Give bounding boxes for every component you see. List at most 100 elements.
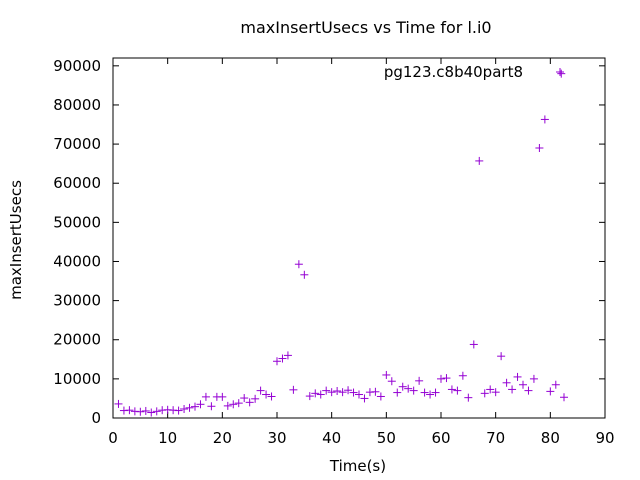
data-point	[546, 387, 555, 396]
data-point	[349, 388, 358, 397]
data-point	[180, 405, 189, 413]
data-point	[447, 385, 456, 394]
data-point	[486, 385, 495, 394]
data-point	[322, 386, 331, 395]
data-point	[382, 370, 391, 379]
data-point	[191, 402, 199, 411]
data-point	[497, 352, 506, 361]
data-point	[141, 406, 150, 415]
data-point	[513, 372, 522, 381]
data-point	[431, 388, 440, 397]
data-point	[458, 371, 467, 380]
data-point	[393, 388, 402, 397]
x-tick-label: 30	[267, 429, 286, 447]
x-tick-label: 90	[595, 429, 614, 447]
y-tick-label: 50000	[53, 213, 101, 231]
y-tick-label: 0	[91, 409, 101, 427]
y-tick-label: 70000	[53, 135, 101, 153]
data-point	[524, 386, 533, 395]
y-tick-label: 20000	[53, 331, 101, 349]
data-point	[245, 398, 254, 407]
data-point	[426, 390, 435, 399]
data-point	[409, 386, 418, 395]
data-point	[540, 115, 549, 124]
data-point	[344, 386, 353, 395]
data-point	[196, 400, 205, 409]
data-point	[327, 388, 336, 397]
data-point	[289, 385, 298, 394]
data-point	[415, 376, 424, 385]
data-point	[560, 393, 568, 402]
data-point	[491, 388, 500, 397]
y-tick-label: 60000	[53, 174, 101, 192]
data-point	[229, 400, 238, 409]
data-point	[136, 407, 145, 416]
data-point	[420, 388, 429, 397]
data-point	[387, 377, 396, 386]
data-point	[294, 260, 303, 269]
data-point	[174, 406, 183, 415]
y-tick-label: 30000	[53, 292, 101, 310]
data-point	[273, 357, 281, 366]
data-point	[223, 401, 232, 410]
data-point	[316, 390, 325, 399]
data-point	[300, 270, 309, 279]
data-point	[551, 380, 560, 389]
data-point	[529, 374, 538, 383]
data-point	[442, 374, 451, 383]
data-point	[404, 384, 413, 393]
x-tick-label: 70	[486, 429, 505, 447]
data-point	[262, 390, 271, 399]
y-tick-label: 10000	[53, 370, 101, 388]
data-point	[147, 408, 156, 417]
y-tick-label: 40000	[53, 252, 101, 270]
x-tick-label: 0	[108, 429, 118, 447]
data-point	[218, 392, 227, 401]
data-point	[338, 388, 347, 397]
data-point	[398, 382, 407, 391]
data-point	[201, 392, 210, 401]
data-point	[278, 354, 287, 363]
data-point	[480, 389, 489, 398]
x-tick-label: 10	[158, 429, 177, 447]
plot-frame	[112, 57, 606, 419]
data-point	[464, 393, 473, 402]
x-axis-label: Time(s)	[329, 457, 386, 475]
legend: pg123.c8b40part8	[384, 63, 564, 81]
axis-ticks: 0 10 20 30 40 50 60 70 80 90 0 10000 20000 30000 40000…	[53, 57, 614, 447]
data-point	[311, 389, 320, 398]
data-point	[240, 394, 249, 403]
data-point	[333, 387, 342, 395]
x-tick-label: 60	[431, 429, 450, 447]
data-point	[475, 156, 484, 165]
x-tick-label: 20	[213, 429, 232, 447]
x-tick-label: 50	[377, 429, 396, 447]
data-point	[355, 390, 363, 399]
y-axis-label: maxInsertUsecs	[7, 180, 25, 300]
data-point	[152, 407, 161, 416]
y-tick-label: 90000	[53, 57, 101, 75]
data-point	[251, 394, 260, 403]
data-point	[207, 402, 216, 411]
data-point	[469, 340, 478, 349]
data-point	[519, 380, 527, 389]
data-point	[502, 378, 511, 387]
legend-marker	[556, 68, 564, 76]
data-points	[114, 69, 568, 417]
data-point	[557, 69, 566, 78]
data-point	[267, 392, 276, 401]
y-tick-label: 80000	[53, 96, 101, 114]
data-point	[437, 374, 445, 383]
data-point	[283, 351, 292, 360]
data-point	[376, 392, 385, 401]
legend-label: pg123.c8b40part8	[384, 63, 523, 81]
data-point	[535, 144, 544, 152]
data-point	[508, 385, 517, 394]
data-point	[125, 406, 134, 415]
data-point	[256, 386, 265, 395]
data-point	[114, 399, 123, 408]
data-point	[360, 394, 369, 403]
chart-title: maxInsertUsecs vs Time for l.i0	[240, 18, 491, 37]
data-point	[234, 399, 243, 408]
